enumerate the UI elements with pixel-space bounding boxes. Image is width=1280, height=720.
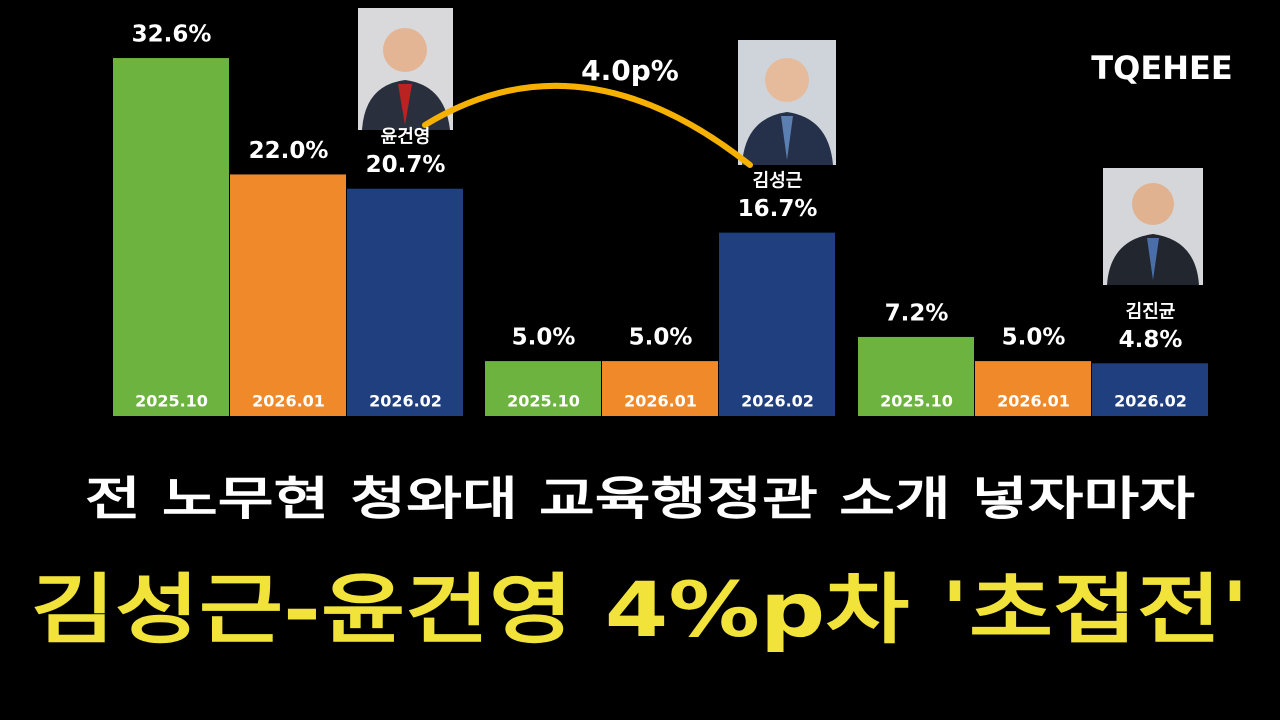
bar [1092, 363, 1208, 416]
x-tick-label: 2026.01 [997, 392, 1070, 411]
candidate-name: 김진균 [1126, 301, 1176, 322]
bar [602, 361, 718, 416]
x-tick-label: 2026.02 [369, 392, 442, 411]
x-tick-label: 2025.10 [507, 392, 580, 411]
value-label: 20.7% [366, 152, 446, 178]
photo [1103, 168, 1203, 285]
x-tick-label: 2026.02 [1114, 392, 1187, 411]
bar [858, 336, 974, 416]
x-tick-label: 2026.01 [252, 392, 325, 411]
value-label: 22.0% [249, 138, 329, 164]
value-label: 32.6% [132, 22, 212, 48]
photo [738, 40, 836, 165]
bar [975, 361, 1091, 416]
bar [113, 58, 229, 416]
value-label: 7.2% [885, 300, 949, 326]
bar [347, 188, 463, 416]
value-label: 16.7% [738, 196, 818, 222]
value-label: 4.8% [1119, 327, 1183, 353]
value-label: 5.0% [512, 325, 576, 351]
candidate-name: 김성근 [753, 171, 803, 192]
headline-line2: 김성근-윤건영 4%p차 '초접전' [31, 565, 1249, 654]
value-label: 5.0% [1002, 325, 1066, 351]
x-tick-label: 2025.10 [880, 392, 953, 411]
bar [719, 232, 835, 416]
x-tick-label: 2026.01 [624, 392, 697, 411]
bar [230, 174, 346, 416]
logo: TQEHEE [1091, 49, 1232, 87]
gap-annotation: 4.0p% [581, 54, 679, 87]
x-tick-label: 2025.10 [135, 392, 208, 411]
headline-line1: 전 노무현 청와대 교육행정관 소개 넣자마자 [85, 472, 1195, 526]
x-tick-label: 2026.02 [741, 392, 814, 411]
value-label: 5.0% [629, 325, 693, 351]
gap-arc [422, 82, 753, 168]
candidate-name: 윤건영 [381, 127, 431, 148]
bar [485, 361, 601, 416]
photo [358, 8, 453, 130]
